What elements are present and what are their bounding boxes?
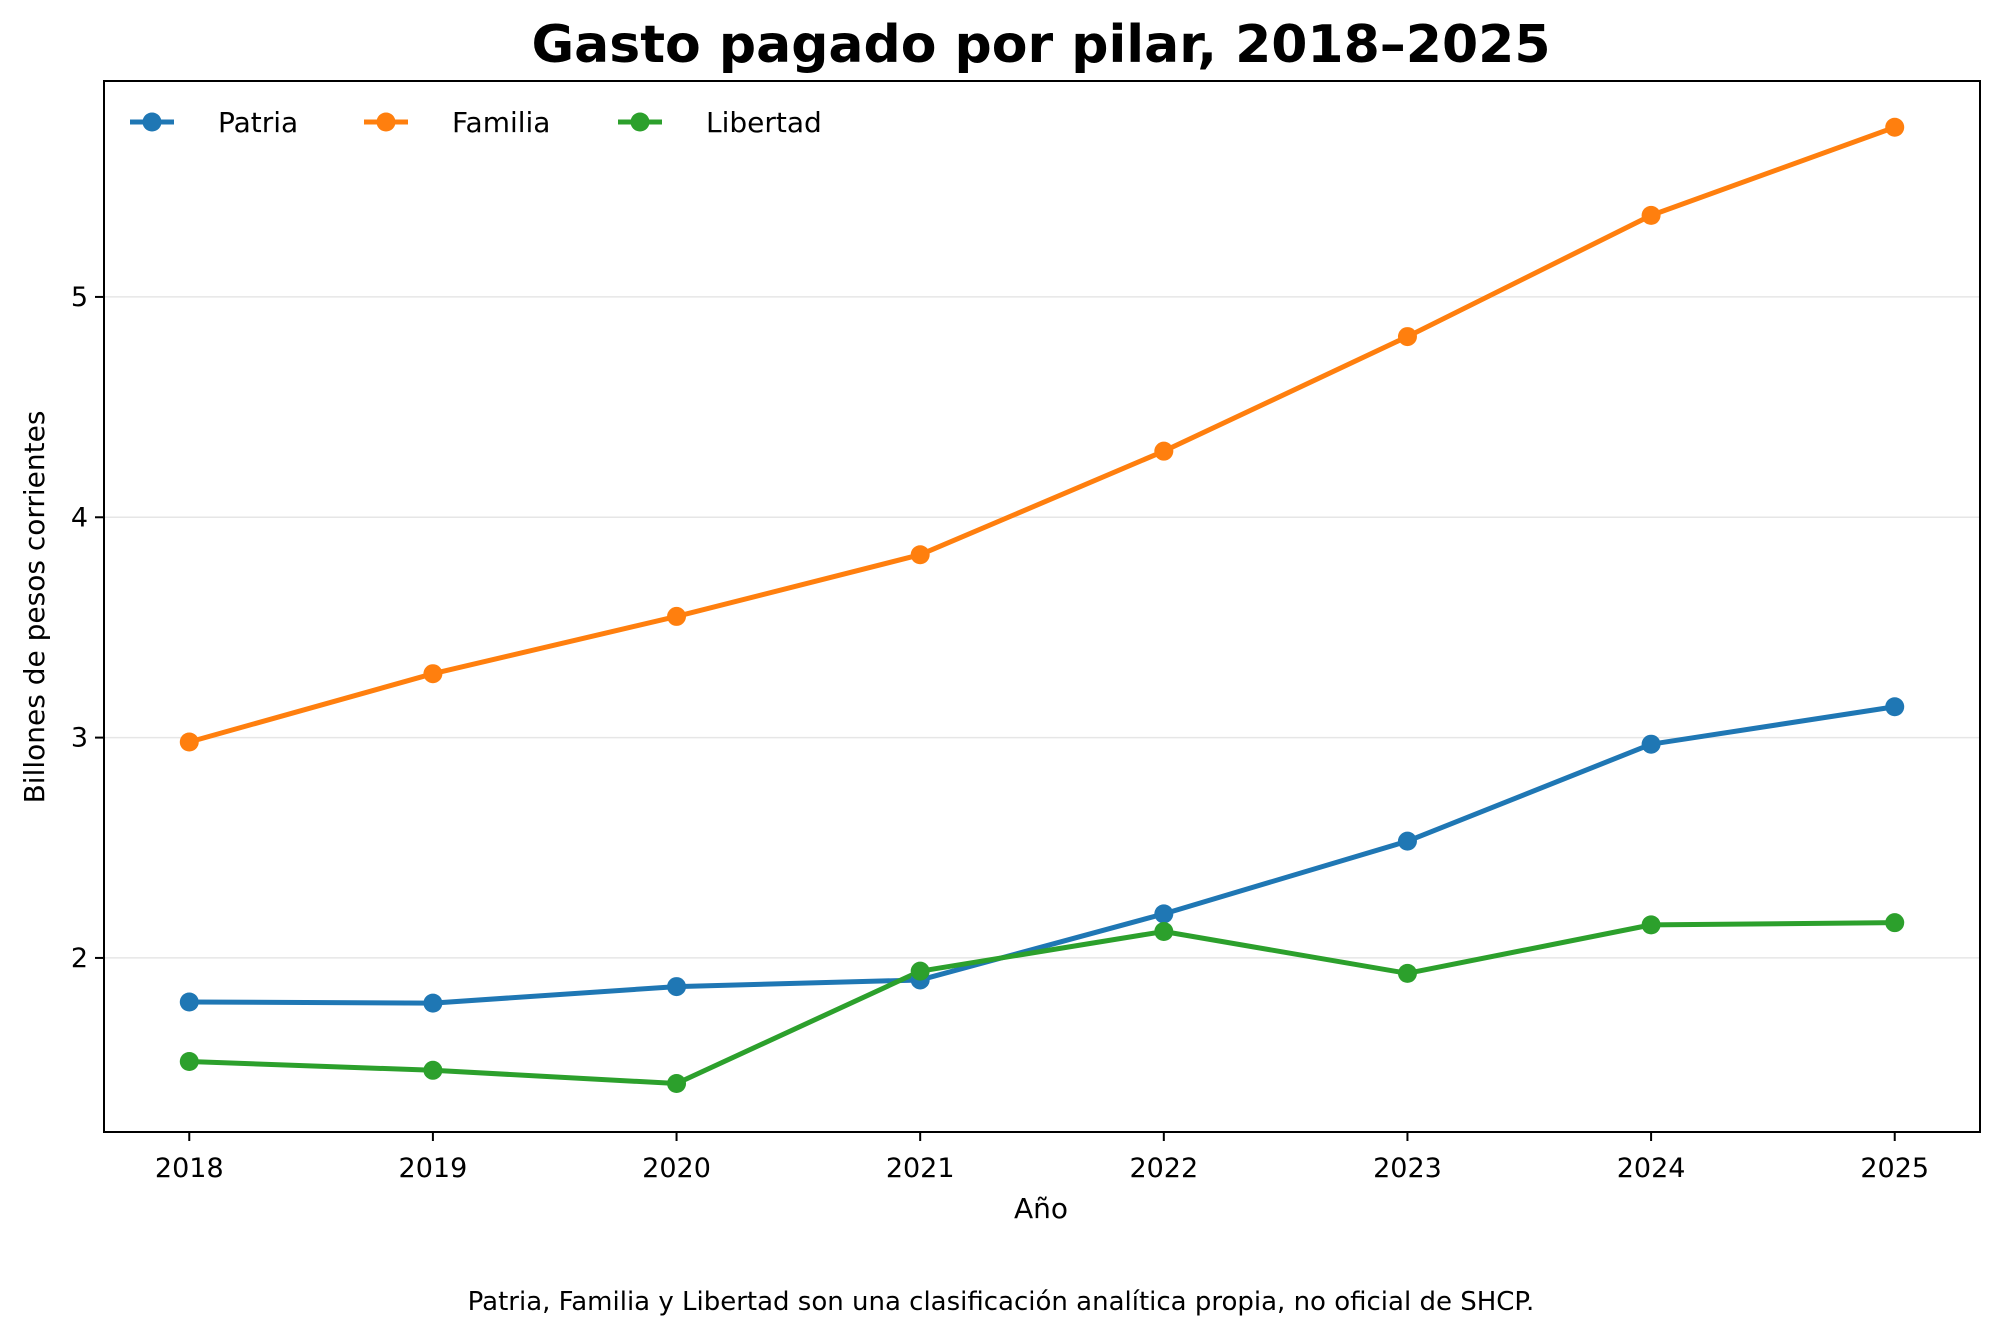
x-tick-label: 2022: [1129, 1153, 1198, 1184]
data-point-familia: [1885, 117, 1905, 137]
footnote: Patria, Familia y Libertad son una clasi…: [468, 1287, 1535, 1317]
legend-label-familia: Familia: [452, 106, 550, 139]
series-lines: [186, 124, 1898, 1087]
data-point-patria: [667, 977, 687, 997]
x-tick-label: 2023: [1373, 1153, 1442, 1184]
chart-title: Gasto pagado por pilar, 2018–2025: [531, 15, 1550, 75]
data-point-familia: [1154, 441, 1174, 461]
data-point-familia: [179, 732, 199, 752]
data-point-familia: [910, 545, 930, 565]
data-point-patria: [1641, 734, 1661, 754]
x-tick-label: 2018: [155, 1153, 224, 1184]
legend-item-libertad: Libertad: [618, 106, 822, 139]
data-point-familia: [423, 664, 443, 684]
legend-marker-familia: [376, 112, 396, 132]
data-point-libertad: [910, 961, 930, 981]
legend-item-patria: Patria: [130, 106, 298, 139]
data-point-libertad: [1885, 913, 1905, 933]
x-axis-ticks: 2018 2019 2020 2021 2022 2023 2024 2025: [155, 1132, 1929, 1184]
y-tick-label: 3: [71, 723, 88, 754]
series-line-libertad: [186, 920, 1898, 1087]
series-points: [179, 117, 1905, 1094]
data-point-patria: [1885, 697, 1905, 717]
x-tick-label: 2025: [1860, 1153, 1929, 1184]
x-tick-label: 2024: [1617, 1153, 1686, 1184]
legend: Patria Familia Libertad: [130, 106, 822, 139]
x-tick-label: 2021: [886, 1153, 955, 1184]
series-line-patria: [186, 704, 1898, 1006]
data-point-libertad: [423, 1060, 443, 1080]
legend-label-patria: Patria: [218, 106, 298, 139]
data-point-libertad: [179, 1051, 199, 1071]
y-axis-label: Billones de pesos corrientes: [18, 411, 51, 804]
series-line-familia: [186, 124, 1898, 745]
x-tick-label: 2020: [642, 1153, 711, 1184]
data-point-patria: [423, 993, 443, 1013]
data-point-libertad: [1397, 963, 1417, 983]
legend-marker-patria: [142, 112, 162, 132]
data-point-familia: [667, 606, 687, 626]
legend-item-familia: Familia: [364, 106, 550, 139]
data-point-familia: [1397, 327, 1417, 347]
data-point-familia: [1641, 205, 1661, 225]
legend-label-libertad: Libertad: [706, 106, 822, 139]
data-point-patria: [1397, 831, 1417, 851]
data-point-patria: [179, 992, 199, 1012]
legend-marker-libertad: [630, 112, 650, 132]
gridlines: [104, 296, 1980, 959]
data-point-libertad: [1641, 915, 1661, 935]
data-point-libertad: [667, 1074, 687, 1094]
plot-area-frame: [103, 80, 1981, 1133]
y-tick-label: 5: [71, 282, 88, 313]
y-axis-ticks: 2 3 4 5: [71, 282, 104, 974]
data-point-libertad: [1154, 921, 1174, 941]
y-tick-label: 4: [71, 502, 88, 533]
data-point-patria: [1154, 904, 1174, 924]
x-tick-label: 2019: [399, 1153, 468, 1184]
x-axis-label: Año: [1014, 1192, 1068, 1225]
y-tick-label: 2: [71, 943, 88, 974]
